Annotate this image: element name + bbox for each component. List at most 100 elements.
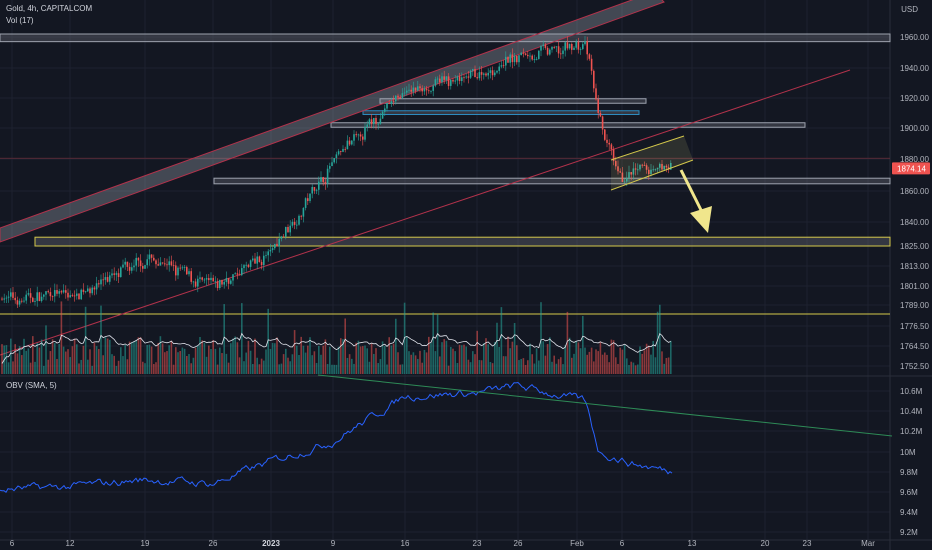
volume-bar <box>287 357 289 374</box>
candle-body <box>329 166 331 169</box>
candle-body <box>494 72 496 76</box>
candle-body <box>183 267 186 268</box>
drawing-overlays <box>610 135 712 233</box>
candle-body <box>45 291 47 295</box>
candle-body <box>106 277 109 282</box>
candle-body <box>522 52 525 54</box>
volume-bar <box>51 339 54 374</box>
volume-bar <box>309 337 311 374</box>
candle-body <box>423 88 426 92</box>
candle-body <box>335 154 338 158</box>
volume-bar <box>355 342 357 374</box>
volume-bar <box>322 345 324 374</box>
candle-body <box>549 49 551 55</box>
volume-bar <box>628 365 630 374</box>
volume-bar <box>450 346 452 374</box>
volume-bar <box>142 361 144 374</box>
volume-bar <box>23 338 25 374</box>
candle-body <box>267 251 269 256</box>
volume-bar <box>65 351 67 374</box>
volume-bar <box>379 359 382 374</box>
candle-body <box>120 267 122 277</box>
candle-body <box>73 295 76 297</box>
volume-bar <box>395 318 397 374</box>
candle-body <box>271 248 274 250</box>
volume-bar <box>256 357 258 374</box>
flag-channel-fill <box>611 136 693 190</box>
volume-bar <box>335 364 338 374</box>
volume-bar <box>474 354 476 374</box>
obv-legend[interactable]: OBV (SMA, 5) <box>6 381 57 390</box>
volume-bar <box>373 353 375 374</box>
time-tick-label: 2023 <box>262 539 280 548</box>
candle-body <box>421 88 423 92</box>
candle-body <box>388 102 390 104</box>
candle-body <box>531 55 533 60</box>
volume-bar <box>399 364 401 374</box>
volume-bar <box>408 351 410 374</box>
volume-bar <box>58 343 60 374</box>
candle-body <box>5 297 8 299</box>
candle-body <box>590 58 593 71</box>
volume-bar <box>656 311 659 374</box>
candle-body <box>377 123 379 125</box>
price-tick-label: 1776.50 <box>900 322 929 331</box>
volume-bar <box>432 312 434 374</box>
candle-body <box>434 79 437 86</box>
candle-body <box>425 88 428 91</box>
volume-bar <box>267 308 269 374</box>
volume-bar <box>595 349 597 374</box>
obv-tick-label: 9.6M <box>900 488 918 497</box>
candle-body <box>355 134 357 136</box>
volume-bar <box>236 342 239 374</box>
candle-body <box>157 264 159 266</box>
candle-body <box>489 70 492 73</box>
volume-bar <box>560 357 562 374</box>
volume-bar <box>392 343 395 374</box>
symbol-legend[interactable]: Gold, 4h, CAPITALCOM <box>6 4 93 13</box>
candle-body <box>648 169 650 175</box>
candle-body <box>221 280 223 285</box>
volume-legend[interactable]: Vol (17) <box>6 16 34 25</box>
candle-body <box>546 47 549 55</box>
volume-bar <box>461 345 463 374</box>
volume-bar <box>117 360 120 374</box>
candle-body <box>577 41 580 50</box>
candle-body <box>432 85 434 91</box>
volume-bar <box>1 344 3 374</box>
candle-body <box>555 46 558 48</box>
candle-body <box>186 267 188 275</box>
candle-body <box>476 77 478 79</box>
candle-body <box>212 277 214 282</box>
volume-bar <box>544 355 547 374</box>
volume-bar <box>106 338 109 374</box>
volume-bar <box>243 361 245 374</box>
candle-body <box>571 43 573 50</box>
price-tick-label: 1960.00 <box>900 33 929 42</box>
candle-body <box>542 44 544 46</box>
price-tick-label: 1789.00 <box>900 301 929 310</box>
candle-body <box>56 290 58 294</box>
candle-body <box>454 80 456 82</box>
candle-body <box>232 274 234 281</box>
volume-bar <box>21 355 23 374</box>
volume-bar <box>564 345 566 374</box>
candle-body <box>579 48 582 50</box>
candle-body <box>210 277 212 281</box>
candle-body <box>309 193 311 202</box>
candle-body <box>126 261 129 267</box>
candle-body <box>234 273 236 275</box>
candle-body <box>254 258 256 264</box>
candle-body <box>562 50 564 54</box>
volume-bar <box>359 346 362 374</box>
candle-body <box>458 76 461 81</box>
candle-body <box>364 127 366 140</box>
volume-bar <box>269 348 272 374</box>
volume-bars <box>1 301 672 374</box>
volume-bar <box>216 364 219 374</box>
volume-bar <box>69 357 71 374</box>
volume-bar <box>582 315 584 374</box>
volume-bar <box>16 353 19 374</box>
volume-bar <box>47 359 49 374</box>
